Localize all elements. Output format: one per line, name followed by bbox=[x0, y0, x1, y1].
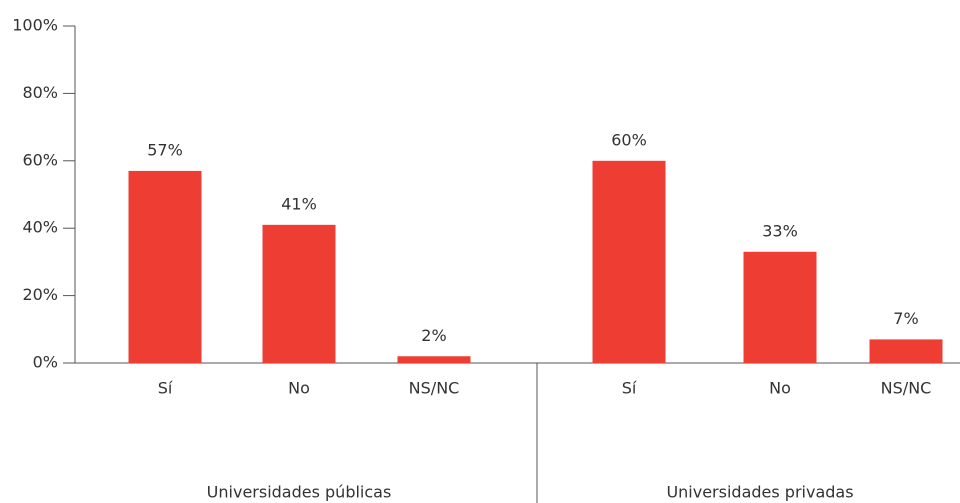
data-label: 33% bbox=[762, 221, 798, 240]
bar bbox=[128, 170, 202, 363]
data-label: 41% bbox=[281, 194, 317, 213]
data-label: 7% bbox=[893, 309, 918, 328]
group-label: Universidades públicas bbox=[207, 483, 392, 502]
bar bbox=[262, 224, 336, 363]
y-tick-label: 80% bbox=[22, 83, 58, 102]
y-tick-label: 0% bbox=[33, 353, 58, 372]
group-label: Universidades privadas bbox=[666, 483, 853, 502]
bar bbox=[869, 339, 943, 363]
x-tick-label: No bbox=[769, 379, 791, 398]
bar bbox=[743, 251, 817, 363]
y-tick-label: 20% bbox=[22, 285, 58, 304]
y-tick-label: 40% bbox=[22, 218, 58, 237]
x-tick-label: No bbox=[288, 379, 310, 398]
bar bbox=[592, 160, 666, 363]
data-label: 2% bbox=[421, 326, 446, 345]
x-tick-label: Sí bbox=[622, 379, 637, 398]
y-tick-label: 60% bbox=[22, 150, 58, 169]
data-label: 60% bbox=[611, 130, 647, 149]
x-tick-label: Sí bbox=[158, 379, 173, 398]
x-tick-label: NS/NC bbox=[409, 379, 460, 398]
x-tick-label: NS/NC bbox=[881, 379, 932, 398]
y-tick-label: 100% bbox=[12, 16, 58, 35]
bar bbox=[397, 356, 471, 363]
data-label: 57% bbox=[147, 140, 183, 159]
